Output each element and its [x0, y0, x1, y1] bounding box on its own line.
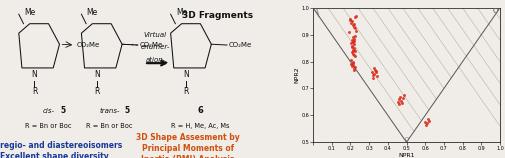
Point — [371, 68, 379, 71]
Text: 3D Fragments: 3D Fragments — [182, 11, 252, 20]
Point — [349, 60, 357, 63]
Point — [395, 98, 403, 100]
Text: R: R — [184, 87, 189, 96]
Point — [349, 52, 357, 55]
Text: O: O — [493, 8, 498, 14]
Point — [348, 44, 356, 47]
Text: Principal Moments of: Principal Moments of — [142, 144, 234, 153]
Text: R: R — [32, 87, 37, 96]
Point — [347, 59, 356, 62]
Point — [424, 118, 432, 121]
Text: 20 regio- and diastereoisomers: 20 regio- and diastereoisomers — [0, 141, 122, 150]
Point — [350, 39, 358, 42]
Text: R = Bn or Boc: R = Bn or Boc — [86, 123, 133, 129]
X-axis label: NPR1: NPR1 — [398, 153, 415, 158]
Point — [348, 50, 357, 53]
Text: Inertia (PMI) Analysis: Inertia (PMI) Analysis — [141, 155, 234, 158]
Text: Me: Me — [87, 8, 98, 17]
Text: 5: 5 — [60, 106, 65, 115]
Point — [349, 47, 358, 49]
Point — [350, 68, 358, 71]
Point — [351, 15, 360, 17]
Text: CO₂Me: CO₂Me — [229, 42, 252, 48]
Text: Excellent shape diversity: Excellent shape diversity — [1, 152, 109, 158]
Point — [368, 71, 376, 74]
Point — [350, 54, 359, 56]
Point — [372, 71, 380, 73]
Point — [345, 17, 353, 20]
Text: Virtual: Virtual — [143, 32, 167, 38]
Point — [346, 19, 355, 21]
Point — [350, 67, 358, 70]
Text: Me: Me — [24, 8, 35, 17]
Point — [369, 74, 377, 76]
Point — [372, 70, 380, 72]
Point — [425, 119, 433, 122]
Text: Me: Me — [176, 8, 187, 17]
Point — [348, 39, 357, 41]
Point — [399, 94, 408, 96]
Text: R: R — [94, 87, 100, 96]
Text: 6: 6 — [197, 106, 204, 115]
Point — [350, 50, 359, 52]
Point — [351, 55, 359, 58]
Point — [347, 63, 355, 66]
Point — [349, 62, 358, 64]
Point — [394, 103, 402, 105]
Text: N: N — [94, 70, 100, 79]
Text: 5: 5 — [124, 106, 129, 115]
Text: enumer-: enumer- — [140, 44, 170, 50]
Point — [423, 122, 431, 125]
Text: ation: ation — [146, 57, 164, 63]
Point — [352, 30, 360, 32]
Text: CO₂Me: CO₂Me — [77, 42, 100, 48]
Point — [348, 64, 356, 67]
Point — [421, 121, 429, 123]
Point — [348, 36, 357, 39]
Point — [350, 49, 358, 51]
Point — [422, 124, 430, 126]
Point — [350, 25, 358, 28]
Point — [349, 24, 358, 27]
Text: R = Bn or Boc: R = Bn or Boc — [25, 123, 72, 129]
Point — [351, 27, 359, 29]
Point — [398, 102, 406, 105]
Point — [350, 23, 358, 25]
Point — [349, 64, 358, 66]
Point — [350, 66, 359, 68]
Point — [348, 51, 356, 54]
Text: N: N — [183, 70, 189, 79]
Point — [396, 95, 404, 98]
Point — [344, 31, 352, 33]
Point — [394, 101, 402, 103]
Point — [349, 48, 358, 51]
Text: /: / — [315, 8, 323, 18]
Point — [350, 38, 358, 40]
Text: N: N — [32, 70, 37, 79]
Point — [347, 46, 356, 48]
Text: cis-: cis- — [42, 108, 55, 114]
Point — [370, 67, 378, 70]
Point — [370, 72, 378, 75]
Point — [348, 20, 357, 23]
Text: R = H, Me, Ac, Ms: R = H, Me, Ac, Ms — [171, 123, 230, 129]
Point — [373, 75, 381, 78]
Text: trans-: trans- — [99, 108, 120, 114]
Text: CO₂Me: CO₂Me — [139, 42, 163, 48]
Text: O: O — [405, 137, 409, 142]
Point — [349, 40, 358, 43]
Y-axis label: NPR2: NPR2 — [295, 67, 300, 83]
Point — [349, 41, 357, 44]
Point — [397, 99, 405, 102]
Point — [399, 97, 407, 99]
Point — [351, 35, 359, 37]
Point — [347, 21, 356, 24]
Point — [350, 43, 358, 46]
Point — [347, 42, 356, 44]
Point — [350, 16, 359, 19]
Point — [348, 62, 357, 65]
Text: 3D Shape Assesment by: 3D Shape Assesment by — [136, 133, 240, 142]
Point — [369, 76, 377, 79]
